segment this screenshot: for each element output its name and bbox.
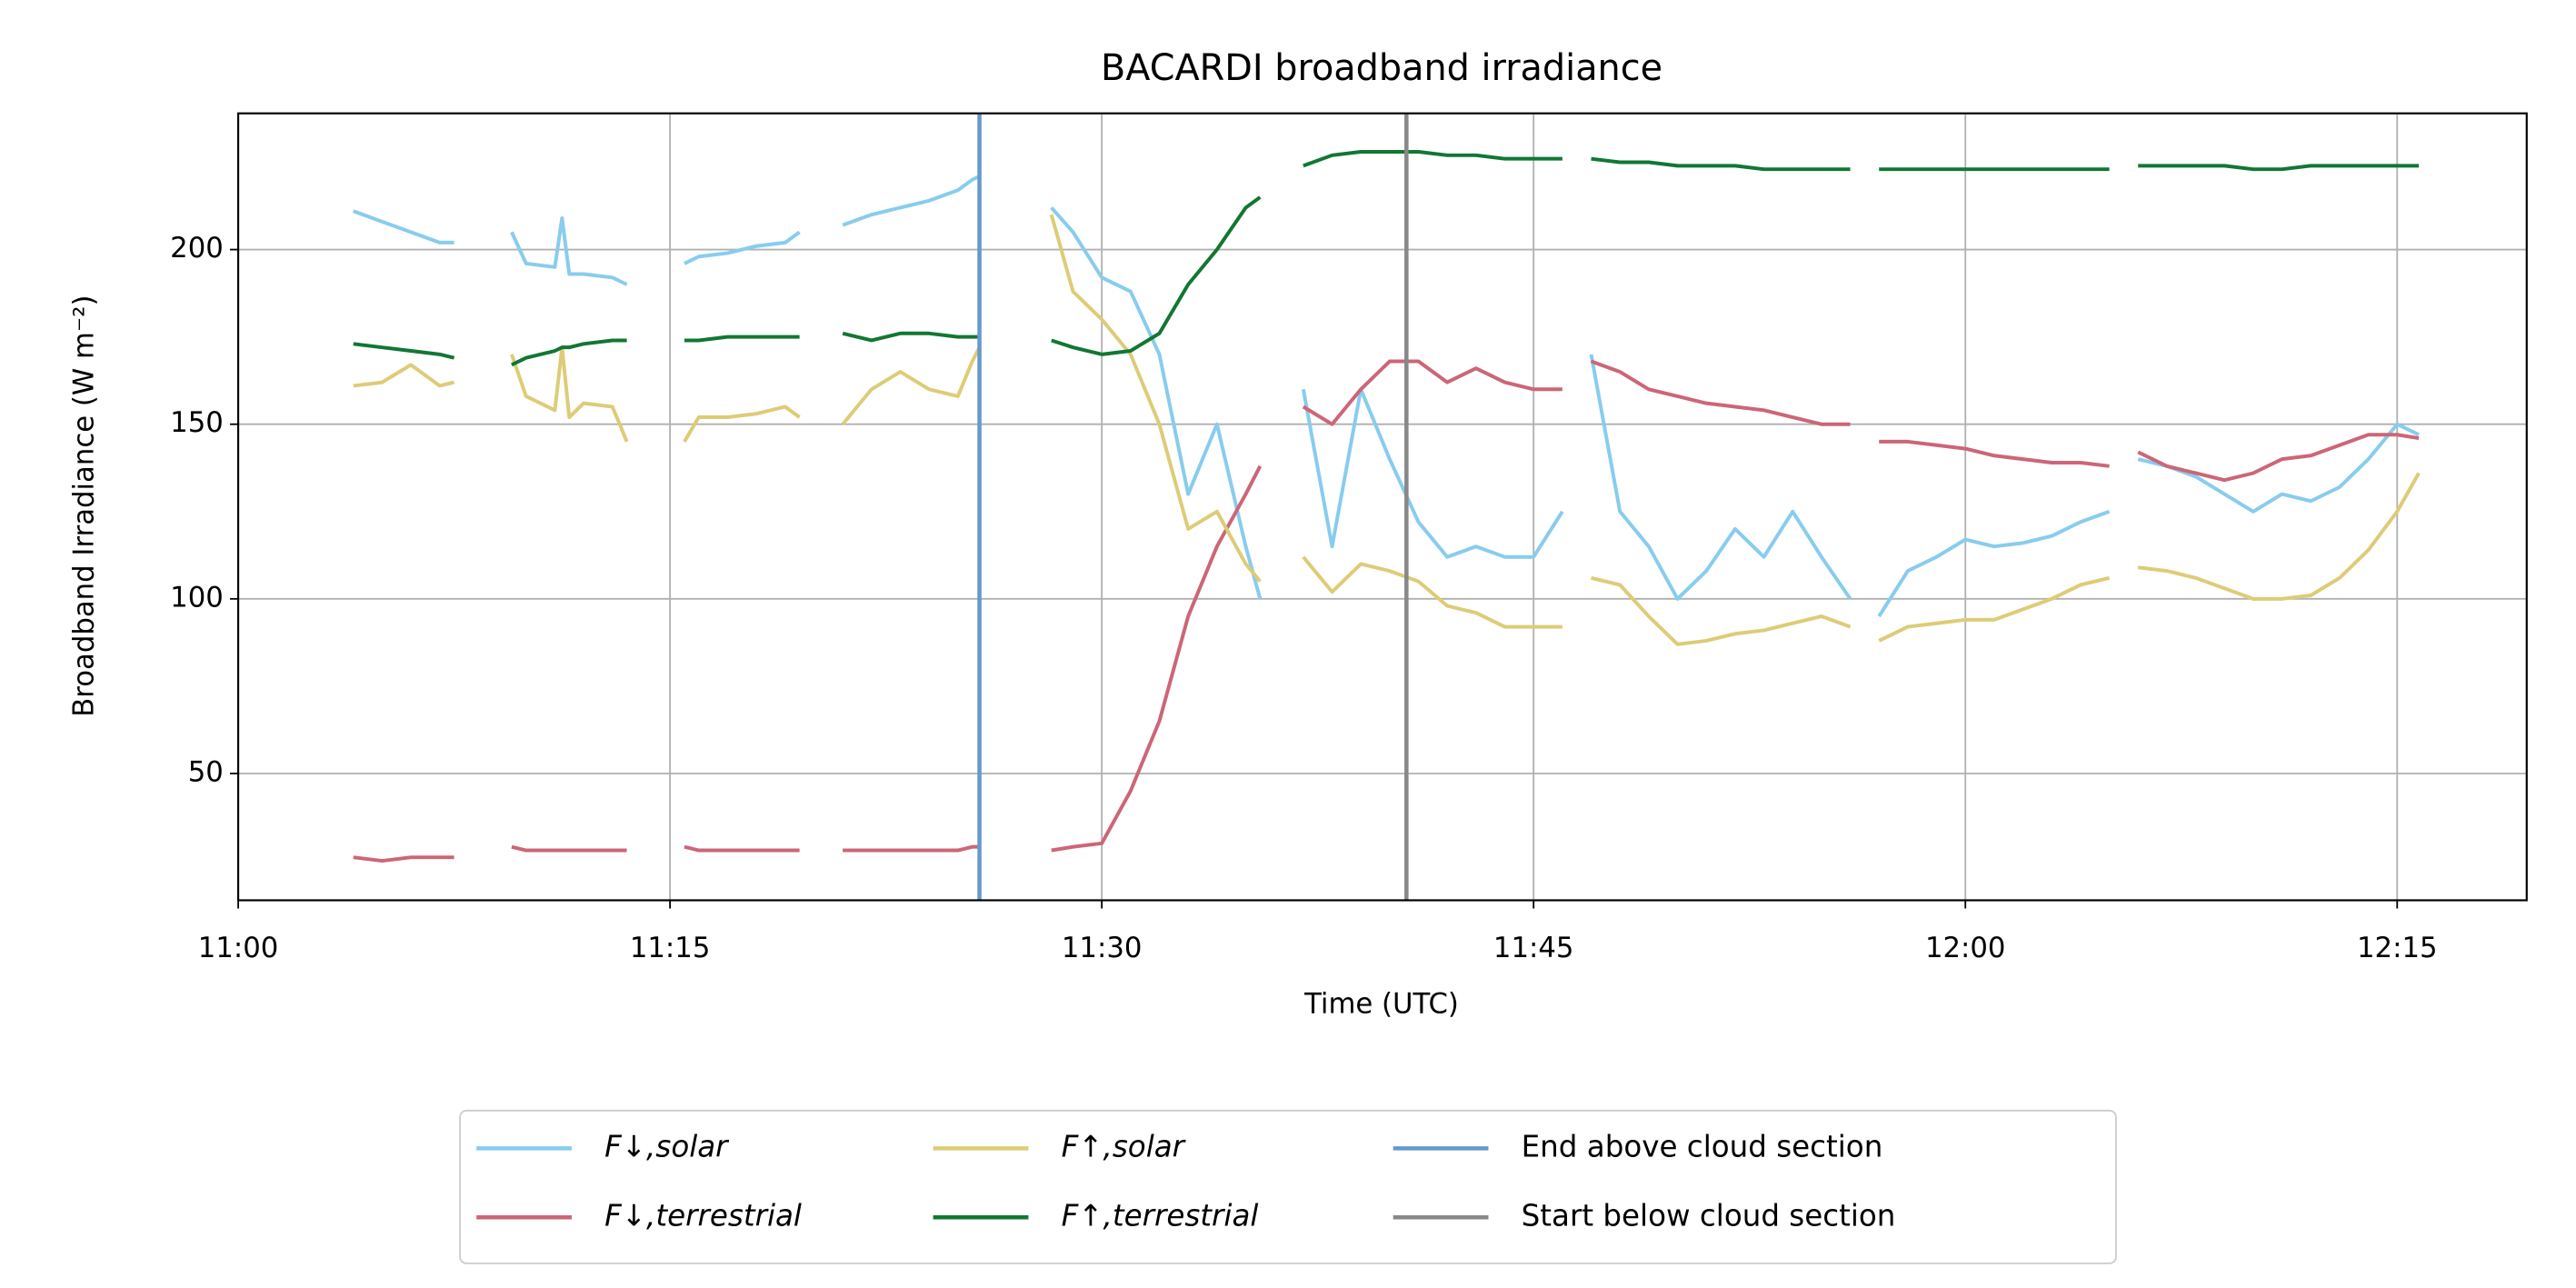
- y-tick-label: 150: [170, 406, 224, 439]
- y-tick-label: 200: [170, 232, 224, 265]
- legend-label: F↑,terrestrial: [1062, 1198, 1259, 1233]
- x-tick-label: 11:00: [198, 932, 279, 964]
- x-axis-label: Time (UTC): [1303, 988, 1459, 1021]
- x-tick-label: 12:00: [1925, 932, 2006, 964]
- legend-box: [459, 1109, 2117, 1264]
- legend-label: F↑,solar: [1062, 1129, 1187, 1163]
- x-tick-label: 11:15: [630, 932, 711, 964]
- x-tick-label: 12:15: [2357, 932, 2438, 964]
- plot-frame: [236, 112, 2528, 902]
- chart-title: BACARDI broadband irradiance: [1101, 47, 1662, 89]
- y-tick-label: 100: [170, 581, 224, 614]
- plot-area: 50 100 150 200 11:00 11:15 11:30 11:45 12:00 12:1…: [170, 113, 2527, 964]
- legend-label: F↓,terrestrial: [604, 1198, 802, 1233]
- y-axis-label: Broadband Irradiance (W m⁻²): [67, 295, 100, 717]
- y-tick-label: 50: [188, 755, 224, 788]
- legend-label: F↓,solar: [604, 1129, 730, 1163]
- series-line: [353, 149, 2420, 367]
- series-line: [353, 359, 2420, 864]
- x-tick-label: 11:30: [1062, 932, 1143, 964]
- series-line: [353, 175, 2420, 618]
- legend-label: End above cloud section: [1522, 1129, 1883, 1163]
- legend-label: Start below cloud section: [1522, 1198, 1896, 1233]
- x-tick-label: 11:45: [1493, 932, 1574, 964]
- series-line: [353, 214, 2421, 646]
- legend: F↓,solar F↓,terrestrial F↑,solar F↑,terrest…: [476, 1129, 1895, 1233]
